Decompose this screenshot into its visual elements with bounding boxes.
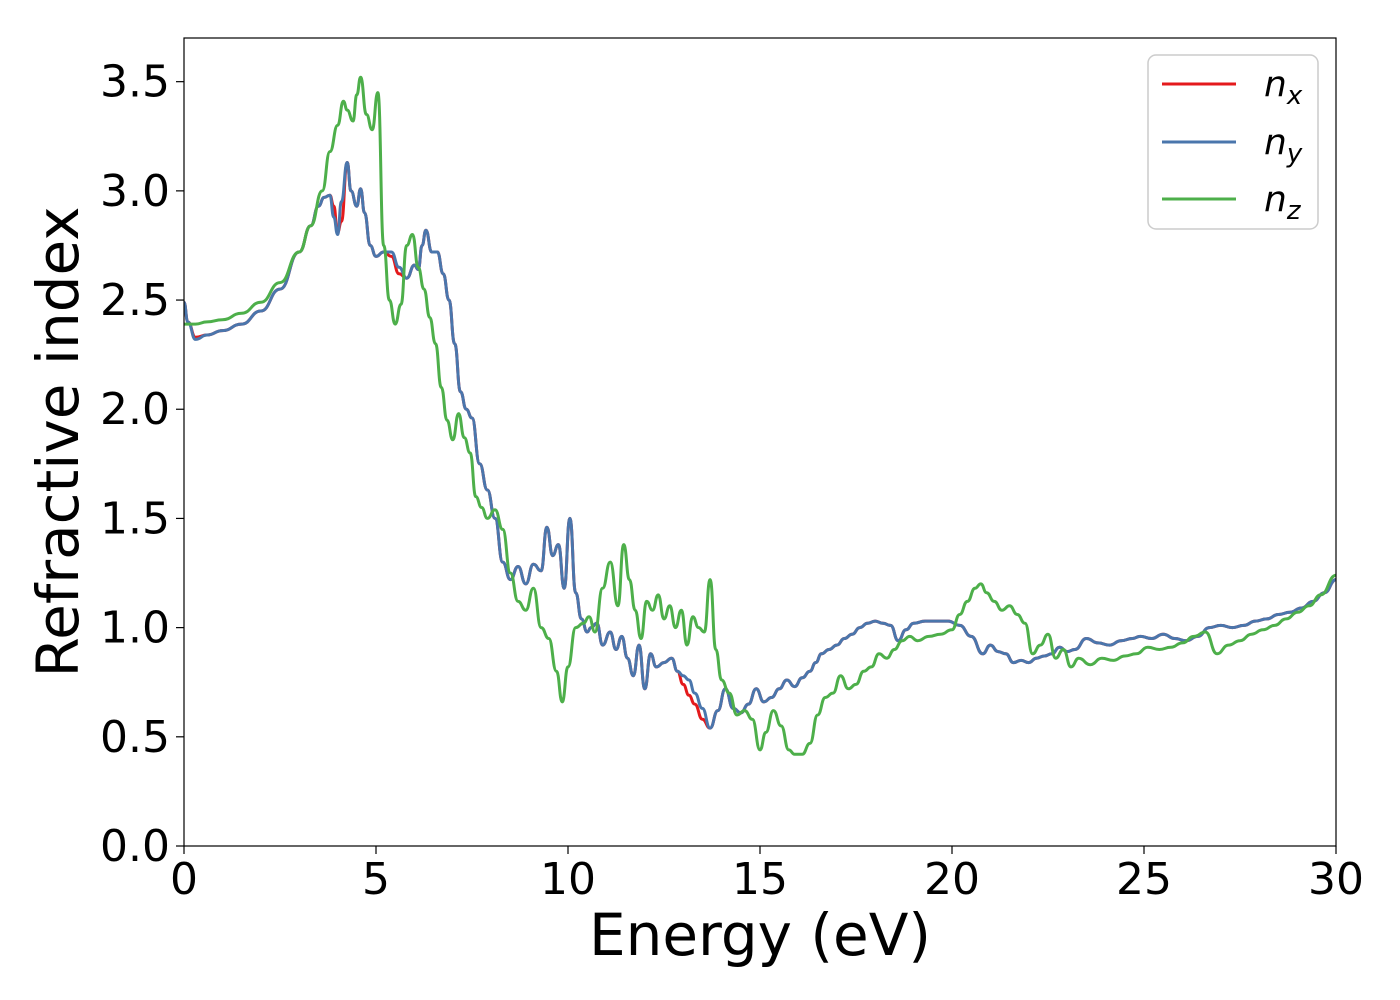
legend-label-sub: z [1286,196,1302,226]
series-line-ny [184,161,1336,730]
x-tick-label: 30 [1308,854,1364,905]
y-tick-label: 3.0 [100,166,170,217]
series-line-nz [184,75,1336,756]
y-tick-label: 1.5 [100,493,170,544]
y-tick-label: 0.5 [100,712,170,763]
legend-label-sub: y [1286,139,1303,169]
x-tick-label: 20 [924,854,980,905]
series-line-nx [184,161,1336,730]
y-tick-label: 2.5 [100,275,170,326]
legend-label-base: n [1264,122,1287,163]
x-axis-label: Energy (eV) [589,901,931,969]
series-layer [184,75,1336,756]
y-tick-label: 2.0 [100,384,170,435]
x-tick-label: 0 [170,854,198,905]
legend-label-nx: nx [1264,64,1303,111]
x-tick-label: 5 [362,854,390,905]
legend-label-ny: ny [1264,122,1303,169]
y-tick-label: 1.0 [100,603,170,654]
x-tick-label: 25 [1116,854,1172,905]
y-axis-ticks: 0.0 0.5 1.0 1.5 2.0 2.5 3.0 3.5 [100,57,184,872]
x-axis-ticks: 0 5 10 15 20 25 30 [170,846,1364,905]
legend-label-base: n [1264,64,1287,105]
y-tick-label: 3.5 [100,57,170,108]
legend-label-sub: x [1286,81,1303,111]
x-tick-label: 10 [540,854,596,905]
legend-label-base: n [1264,179,1287,220]
legend-label-nz: nz [1264,179,1302,226]
x-tick-label: 15 [732,854,788,905]
y-axis-label: Refractive index [24,206,92,677]
y-tick-label: 0.0 [100,821,170,872]
